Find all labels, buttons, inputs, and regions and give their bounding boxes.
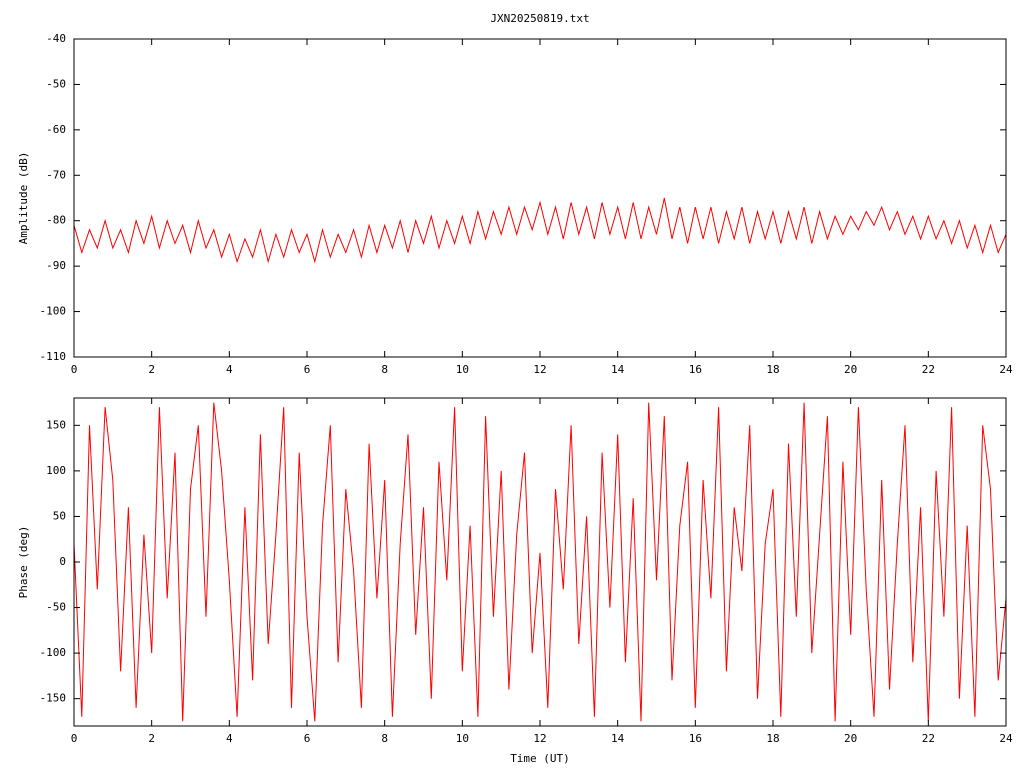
x-tick-label: 0: [71, 732, 78, 745]
x-tick-label: 10: [456, 363, 469, 376]
data-line: [74, 197, 1006, 264]
y-tick-label: -90: [46, 259, 66, 272]
data-line: [74, 402, 1006, 722]
y-tick-label: 0: [59, 555, 66, 568]
x-tick-label: 22: [922, 732, 935, 745]
x-tick-label: 22: [922, 363, 935, 376]
y-tick-label: -50: [46, 601, 66, 614]
x-tick-label: 10: [456, 732, 469, 745]
chart-title: JXN20250819.txt: [490, 12, 589, 25]
x-axis-label: Time (UT): [510, 752, 570, 765]
x-tick-label: 16: [689, 363, 702, 376]
x-tick-label: 8: [381, 363, 388, 376]
y-tick-label: -40: [46, 32, 66, 45]
y-tick-label: -110: [40, 350, 67, 363]
x-tick-label: 4: [226, 363, 233, 376]
x-tick-label: 2: [148, 732, 155, 745]
x-tick-label: 14: [611, 732, 625, 745]
x-tick-label: 24: [999, 732, 1013, 745]
y-tick-label: -80: [46, 214, 66, 227]
y-tick-label: -100: [40, 646, 67, 659]
x-tick-label: 8: [381, 732, 388, 745]
x-tick-label: 4: [226, 732, 233, 745]
x-tick-label: 12: [533, 363, 546, 376]
y-tick-label: 50: [53, 509, 66, 522]
x-tick-label: 24: [999, 363, 1013, 376]
y-axis-label: Amplitude (dB): [17, 152, 30, 245]
x-tick-label: 14: [611, 363, 625, 376]
x-tick-label: 20: [844, 732, 857, 745]
x-tick-label: 20: [844, 363, 857, 376]
y-axis-label: Phase (deg): [17, 526, 30, 599]
y-tick-label: 100: [46, 464, 66, 477]
x-tick-label: 0: [71, 363, 78, 376]
y-tick-label: -60: [46, 123, 66, 136]
y-tick-label: -150: [40, 692, 67, 705]
x-tick-label: 6: [304, 363, 311, 376]
y-tick-label: -70: [46, 168, 66, 181]
x-tick-label: 12: [533, 732, 546, 745]
x-tick-label: 18: [766, 732, 779, 745]
x-tick-label: 6: [304, 732, 311, 745]
x-tick-label: 18: [766, 363, 779, 376]
y-tick-label: 150: [46, 418, 66, 431]
y-tick-label: -100: [40, 305, 67, 318]
y-tick-label: -50: [46, 77, 66, 90]
plot-border: [73, 38, 1007, 358]
x-tick-label: 2: [148, 363, 155, 376]
x-tick-label: 16: [689, 732, 702, 745]
